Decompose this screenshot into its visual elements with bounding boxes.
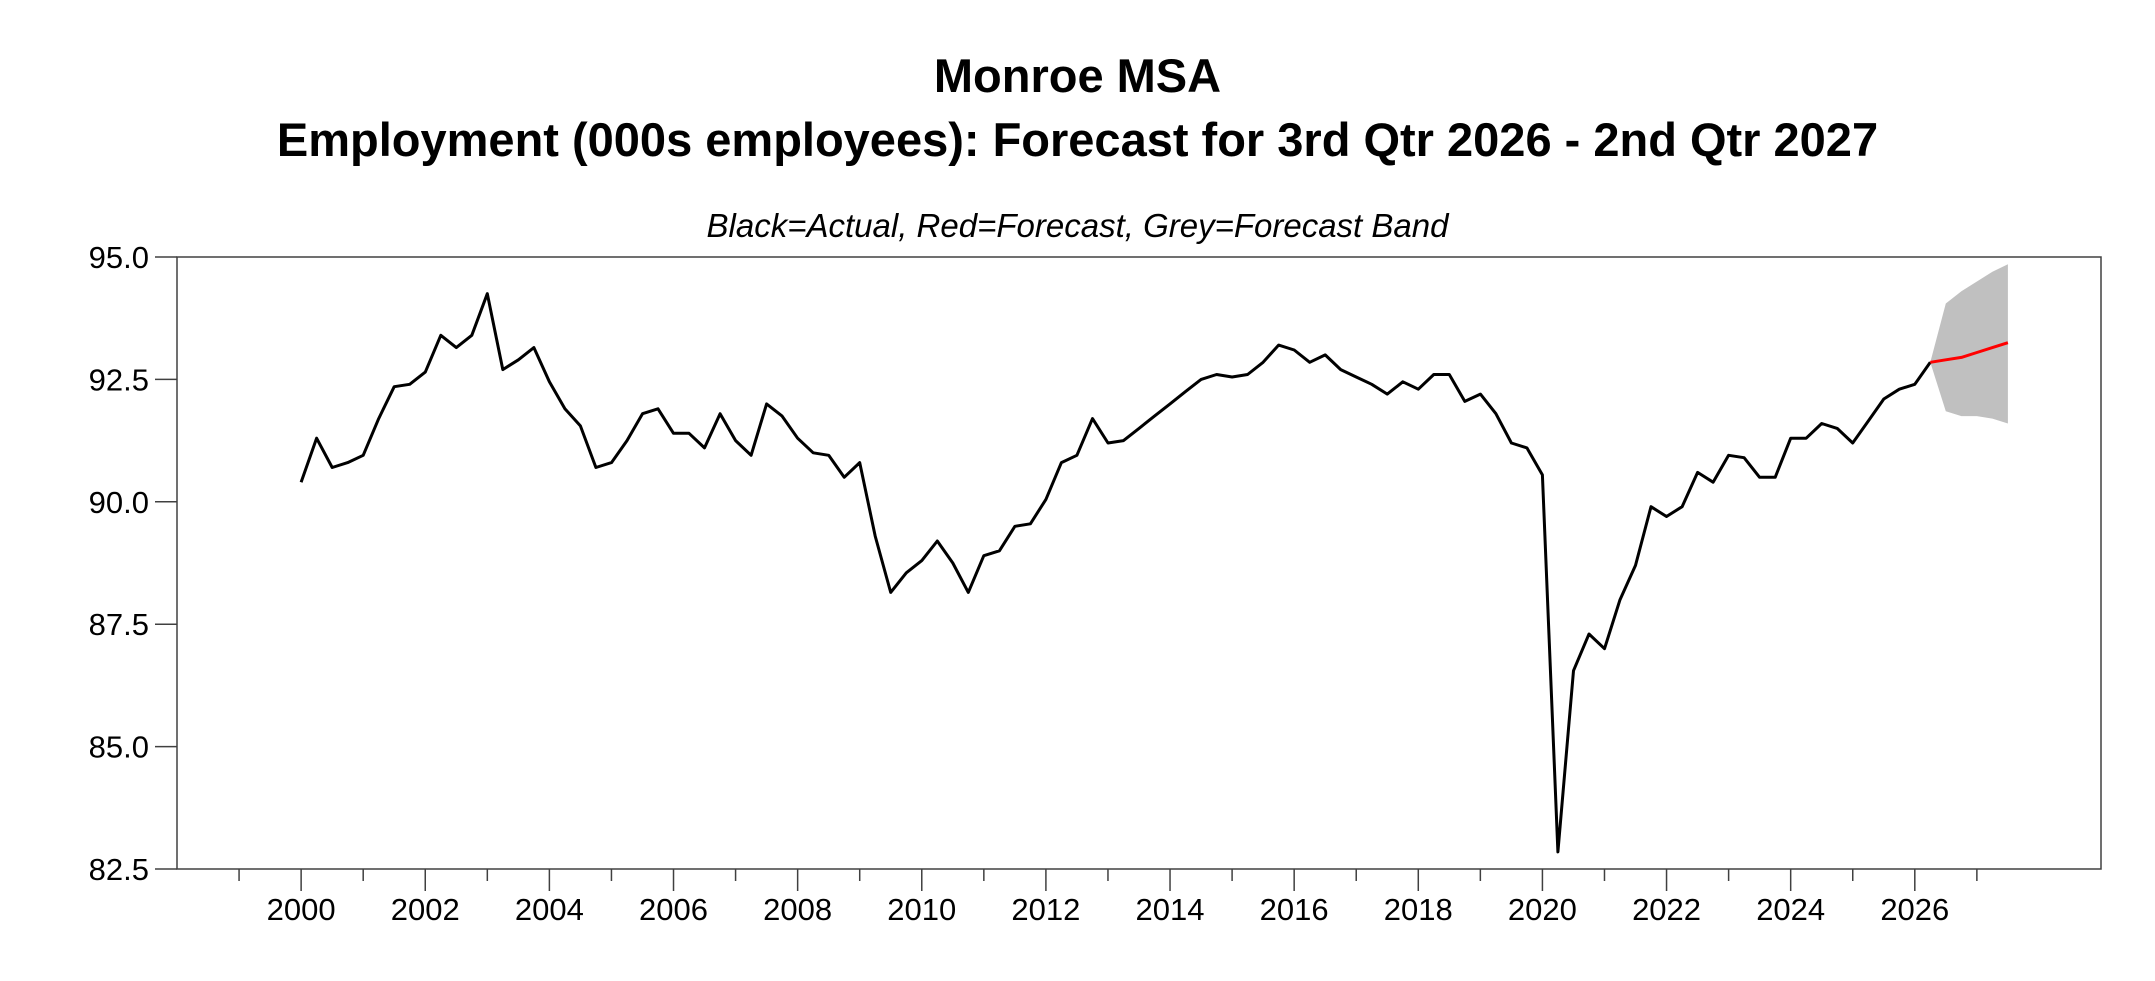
y-tick-label: 90.0 xyxy=(89,485,149,520)
y-tick-label: 87.5 xyxy=(89,607,149,642)
x-tick-label: 2012 xyxy=(1011,892,1080,927)
x-tick-label: 2014 xyxy=(1136,892,1205,927)
x-tick-label: 2010 xyxy=(887,892,956,927)
series-lines-layer xyxy=(299,292,2009,854)
forecast-band-layer xyxy=(1930,264,2008,424)
y-tick-label: 82.5 xyxy=(89,852,149,887)
x-tick-label: 2016 xyxy=(1260,892,1329,927)
chart-legend-note: Black=Actual, Red=Forecast, Grey=Forecas… xyxy=(706,207,1449,244)
actual-series-line xyxy=(299,292,1932,854)
forecast-series-line xyxy=(1930,341,2009,364)
axes-layer: 82.5 85.0 87.5 90.0 92.5 95.0 2000 2002 2004 2006… xyxy=(89,240,2102,927)
x-tick-label: 2008 xyxy=(763,892,832,927)
x-tick-label: 2020 xyxy=(1508,892,1577,927)
plot-frame xyxy=(176,256,2102,870)
x-tick-label: 2004 xyxy=(515,892,584,927)
forecast-band xyxy=(1930,264,2008,424)
x-tick-label: 2018 xyxy=(1384,892,1453,927)
x-tick-label: 2006 xyxy=(639,892,708,927)
y-tick-label: 92.5 xyxy=(89,362,149,397)
y-tick-label: 85.0 xyxy=(89,730,149,765)
x-tick-label: 2000 xyxy=(267,892,336,927)
x-tick-label: 2002 xyxy=(391,892,460,927)
chart-subtitle: Employment (000s employees): Forecast fo… xyxy=(276,113,1879,166)
x-tick-label: 2022 xyxy=(1632,892,1701,927)
y-tick-label: 95.0 xyxy=(89,240,149,275)
x-tick-label: 2024 xyxy=(1756,892,1825,927)
x-tick-label: 2026 xyxy=(1880,892,1949,927)
chart-title: Monroe MSA xyxy=(933,49,1222,102)
